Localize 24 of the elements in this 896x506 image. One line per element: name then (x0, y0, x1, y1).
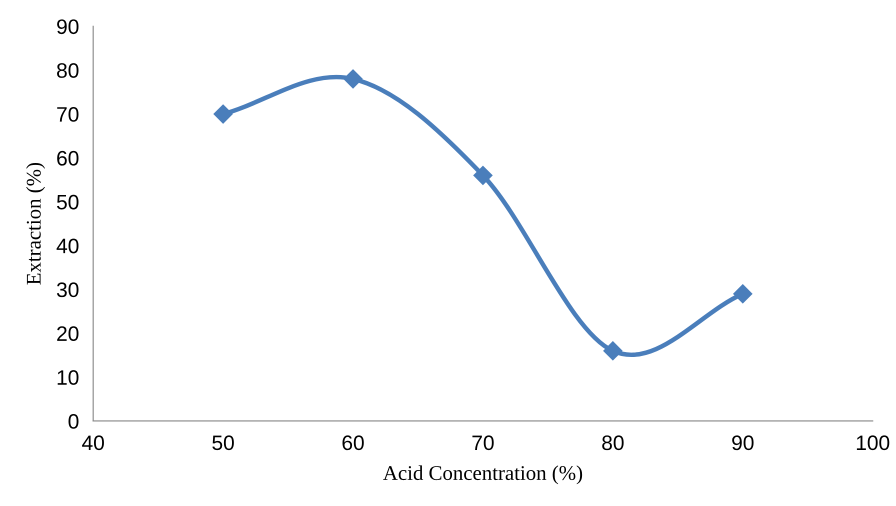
y-tick-label: 30 (56, 282, 78, 298)
x-tick-label: 60 (342, 435, 364, 450)
x-tick-label: 90 (732, 435, 754, 450)
y-tick-label: 60 (57, 150, 78, 166)
point (733, 284, 752, 304)
y-tick-label: 10 (58, 370, 78, 385)
x-tick-label: 40 (82, 435, 104, 450)
x-axis-title: Acid Concentration (%) (383, 465, 582, 484)
y-tick-label: 0 (68, 414, 78, 429)
y-tick-label: 40 (56, 238, 78, 254)
y-tick-label: 50 (56, 194, 78, 210)
y-tick-label: 90 (57, 19, 78, 34)
x-tick-label: 50 (212, 435, 234, 450)
point (343, 69, 363, 88)
y-axis-title: Extraction (%) (26, 162, 46, 285)
x-tick-label: 80 (602, 435, 624, 450)
point (473, 166, 492, 185)
x-tick-label: 100 (856, 435, 890, 450)
y-tick-label: 80 (57, 63, 78, 78)
point (603, 341, 622, 360)
y-tick-label: 70 (57, 107, 78, 122)
y-tick-label: 20 (57, 326, 78, 342)
x-tick-label: 70 (472, 435, 494, 450)
point (214, 104, 233, 124)
